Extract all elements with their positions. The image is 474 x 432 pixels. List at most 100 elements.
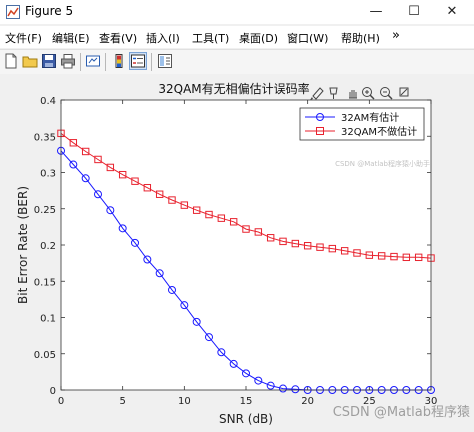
x-tick-label: 10: [178, 396, 191, 407]
x-tick-label: 20: [301, 396, 314, 407]
data-point-series-2: [143, 184, 152, 192]
restore-view-icon[interactable]: [399, 87, 409, 97]
data-point-series-2: [180, 201, 189, 209]
data-point-series-1: [242, 369, 250, 378]
minimize-button[interactable]: —: [369, 4, 383, 19]
data-point-series-2: [131, 177, 139, 185]
data-point-series-2: [340, 247, 349, 255]
data-point-series-2: [106, 163, 115, 172]
data-point-series-1: [254, 376, 263, 385]
data-point-series-2: [254, 228, 263, 236]
toolbar-separator: [151, 53, 152, 71]
data-point-series-1: [81, 174, 90, 183]
show-plot-tools-icon[interactable]: [157, 53, 173, 69]
data-point-series-1: [192, 317, 201, 326]
data-point-series-1: [266, 381, 275, 390]
y-tick-label: 0.05: [34, 350, 56, 361]
figure-toolbar: [0, 49, 474, 75]
data-point-series-2: [266, 234, 275, 242]
data-point-series-2: [81, 147, 90, 156]
y-tick-label: 0: [50, 386, 56, 397]
menu-insert[interactable]: 插入(I): [146, 32, 180, 45]
data-point-series-2: [192, 206, 201, 214]
legend-label-series-1: 32AM有估计: [341, 111, 399, 124]
print-icon[interactable]: [60, 53, 76, 69]
menu-edit[interactable]: 编辑(E): [52, 32, 90, 45]
menu-file[interactable]: 文件(F): [5, 32, 42, 45]
y-tick-label: 0.35: [34, 132, 56, 143]
insert-colorbar-icon[interactable]: [111, 53, 127, 69]
data-point-series-1: [118, 224, 127, 233]
y-tick-label: 0.2: [40, 241, 56, 252]
legend-marker-series-2: [316, 127, 324, 135]
y-tick-label: 0.4: [40, 96, 56, 107]
data-point-series-2: [414, 253, 423, 262]
y-tick-label: 0.3: [40, 169, 56, 180]
y-tick-label: 0.25: [34, 205, 56, 216]
data-point-series-1: [143, 255, 152, 264]
data-point-series-1: [205, 333, 213, 342]
data-point-series-2: [118, 170, 127, 179]
window-title: Figure 5: [25, 4, 74, 18]
zoom-in-icon[interactable]: [362, 87, 375, 100]
close-button[interactable]: ✕: [446, 4, 458, 19]
data-cursor-icon[interactable]: [329, 87, 338, 99]
x-tick-label: 0: [58, 396, 64, 407]
insert-legend-icon[interactable]: [129, 52, 147, 70]
menu-tools[interactable]: 工具(T): [192, 32, 230, 45]
menu-desktop[interactable]: 桌面(D): [239, 32, 279, 45]
new-file-icon[interactable]: [3, 53, 19, 69]
legend-label-series-2: 32QAM不做估计: [341, 125, 417, 138]
data-point-series-2: [168, 196, 176, 204]
link-plot-icon[interactable]: [85, 53, 101, 69]
data-point-series-1: [217, 348, 226, 357]
x-tick-label: 30: [425, 396, 438, 407]
y-tick-label: 0.15: [34, 277, 56, 288]
data-point-series-1: [279, 384, 287, 393]
matlab-figure-icon: [6, 5, 20, 19]
data-point-series-2: [155, 190, 164, 198]
menu-overflow-button[interactable]: »: [392, 28, 400, 43]
legend-marker-series-1: [316, 113, 324, 121]
open-folder-icon[interactable]: [22, 53, 38, 69]
menu-bar: 文件(F) 编辑(E) 查看(V) 插入(I) 工具(T) 桌面(D) 窗口(W…: [0, 26, 474, 48]
brush-icon[interactable]: [310, 87, 324, 100]
figure-canvas: 32QAM有无相偏估计误码率 SNR (dB) Bit Error Rate (…: [0, 74, 474, 428]
data-point-series-1: [106, 206, 115, 215]
data-point-series-2: [402, 253, 411, 262]
data-point-series-2: [353, 249, 361, 257]
x-tick-label: 15: [240, 396, 253, 407]
data-point-series-1: [180, 301, 189, 310]
pan-icon[interactable]: [349, 90, 357, 99]
data-point-series-2: [205, 210, 213, 219]
data-point-series-1: [94, 190, 102, 199]
y-axis-label: Bit Error Rate (BER): [16, 186, 30, 304]
data-point-series-2: [229, 218, 238, 226]
zoom-out-icon[interactable]: [380, 87, 393, 100]
data-point-series-2: [242, 225, 250, 233]
data-point-series-2: [291, 239, 300, 248]
data-point-series-2: [69, 139, 78, 147]
data-point-series-2: [328, 244, 337, 253]
toolbar-separator: [80, 53, 81, 71]
data-point-series-1: [69, 160, 78, 169]
axes-frame: [60, 99, 432, 391]
x-tick-label: 5: [119, 396, 125, 407]
data-point-series-2: [279, 237, 287, 246]
data-point-series-2: [377, 252, 386, 260]
data-point-series-1: [291, 385, 300, 394]
chart-content: 0 0.05 0.1 0.15 0.2 0.25 0.3 0.35 0.4 0 5 10 15 20 25 3…: [34, 96, 438, 407]
x-axis-label: SNR (dB): [219, 412, 273, 426]
ber-chart: 32QAM有无相偏估计误码率 SNR (dB) Bit Error Rate (…: [16, 81, 470, 426]
menu-view[interactable]: 查看(V): [99, 32, 138, 45]
watermark-small: CSDN @Matlab程序猿小助手: [335, 159, 430, 168]
menu-window[interactable]: 窗口(W): [287, 32, 329, 45]
y-tick-label: 0.1: [40, 314, 56, 325]
window-titlebar: Figure 5 — ☐ ✕: [0, 0, 474, 24]
menu-help[interactable]: 帮助(H): [341, 32, 380, 45]
maximize-button[interactable]: ☐: [408, 4, 420, 19]
x-tick-label: 25: [363, 396, 376, 407]
data-point-series-2: [390, 252, 398, 261]
data-point-series-2: [365, 251, 374, 259]
save-icon[interactable]: [41, 53, 57, 69]
